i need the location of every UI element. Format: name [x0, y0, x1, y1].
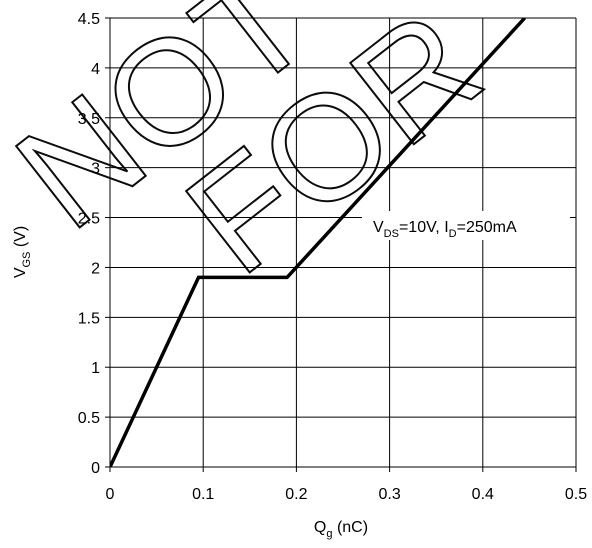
x-axis-title-main: Q: [314, 519, 326, 536]
series-line: [110, 18, 527, 467]
annotation-box: VDS=10V, ID=250mA: [362, 211, 570, 240]
x-axis-title-sub: g: [326, 528, 332, 540]
annotation-mid: =10V, I: [399, 219, 449, 236]
y-tick-label: 3: [91, 161, 100, 178]
y-tick-label: 4: [91, 61, 100, 78]
annotation-background: [362, 211, 570, 240]
y-tick-label: 4.5: [78, 11, 100, 28]
y-tick-label: 1.5: [78, 310, 100, 327]
y-tick-labels: 0 0.5 1 1.5 2 2.5 3 3.5 4 4.5: [78, 11, 100, 477]
y-tick-label: 1: [91, 360, 100, 377]
annotation-ds: DS: [384, 228, 399, 240]
annotation-v: V: [373, 219, 384, 236]
y-axis-title: VGS (V): [12, 226, 33, 278]
x-tick-label: 0.1: [192, 486, 214, 503]
y-tick-label: 2: [91, 260, 100, 277]
x-tick-labels: 0 0.1 0.2 0.3 0.4 0.5: [106, 486, 588, 503]
x-tick-label: 0.3: [378, 486, 400, 503]
annotation-d: D: [449, 228, 457, 240]
x-axis-title: Qg (nC): [314, 519, 368, 540]
x-tick-label: 0.4: [472, 486, 494, 503]
y-axis-title-main: V: [12, 267, 29, 278]
x-tick-label: 0.2: [285, 486, 307, 503]
watermark: NOT FOR: [0, 0, 510, 306]
annotation-text: VDS=10V, ID=250mA: [373, 219, 517, 240]
y-axis-title-sub: GS: [21, 252, 33, 268]
annotation-end: =250mA: [457, 219, 517, 236]
y-tick-label: 3.5: [78, 111, 100, 128]
y-tick-label: 0: [91, 460, 100, 477]
y-axis-title-unit: (V): [12, 226, 29, 252]
y-tick-label: 2.5: [78, 211, 100, 228]
x-axis-title-unit: (nC): [333, 519, 369, 536]
y-tick-label: 0.5: [78, 410, 100, 427]
x-tick-label: 0.5: [565, 486, 587, 503]
x-tick-label: 0: [106, 486, 115, 503]
